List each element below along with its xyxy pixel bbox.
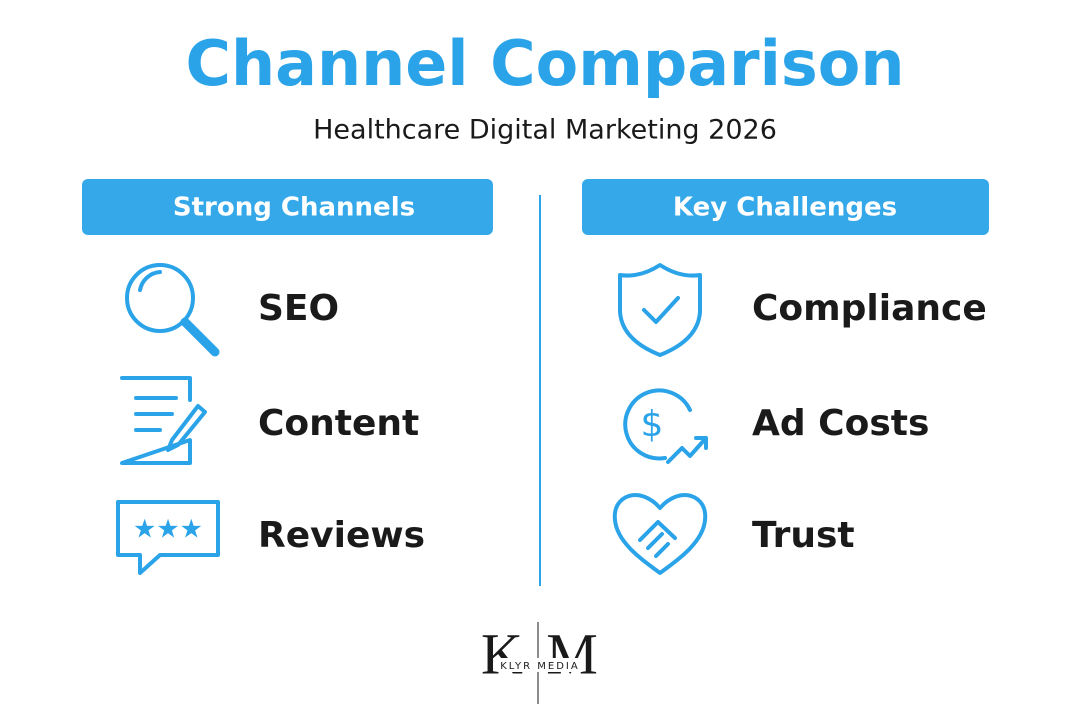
title: Channel Comparison	[185, 27, 904, 100]
item-label: Trust	[752, 515, 855, 556]
logo-letter: K	[481, 621, 523, 686]
header-pill	[582, 179, 989, 235]
document-icon	[120, 376, 207, 465]
logo-name: KLYR MEDIA	[500, 661, 579, 672]
shield-icon	[618, 263, 702, 357]
logo-letter: M	[546, 621, 598, 686]
svg-text:★★★: ★★★	[133, 515, 203, 545]
column-header: Key Challenges	[673, 193, 897, 223]
item-label: Reviews	[258, 515, 425, 556]
item-label: Content	[258, 403, 419, 444]
item-label: Compliance	[752, 288, 987, 329]
logo: K M KLYR MEDIA	[481, 621, 598, 704]
svg-text:$: $	[641, 404, 664, 445]
item-label: SEO	[258, 288, 339, 329]
trust-icon	[612, 493, 708, 575]
column-header: Strong Channels	[173, 193, 415, 223]
search-icon	[125, 263, 220, 357]
header-pill	[82, 179, 493, 235]
reviews-icon: ★★★	[116, 500, 220, 575]
cost-icon: $	[623, 388, 708, 464]
item-label: Ad Costs	[752, 403, 929, 444]
subtitle: Healthcare Digital Marketing 2026	[313, 115, 777, 146]
logo-band	[498, 658, 582, 672]
